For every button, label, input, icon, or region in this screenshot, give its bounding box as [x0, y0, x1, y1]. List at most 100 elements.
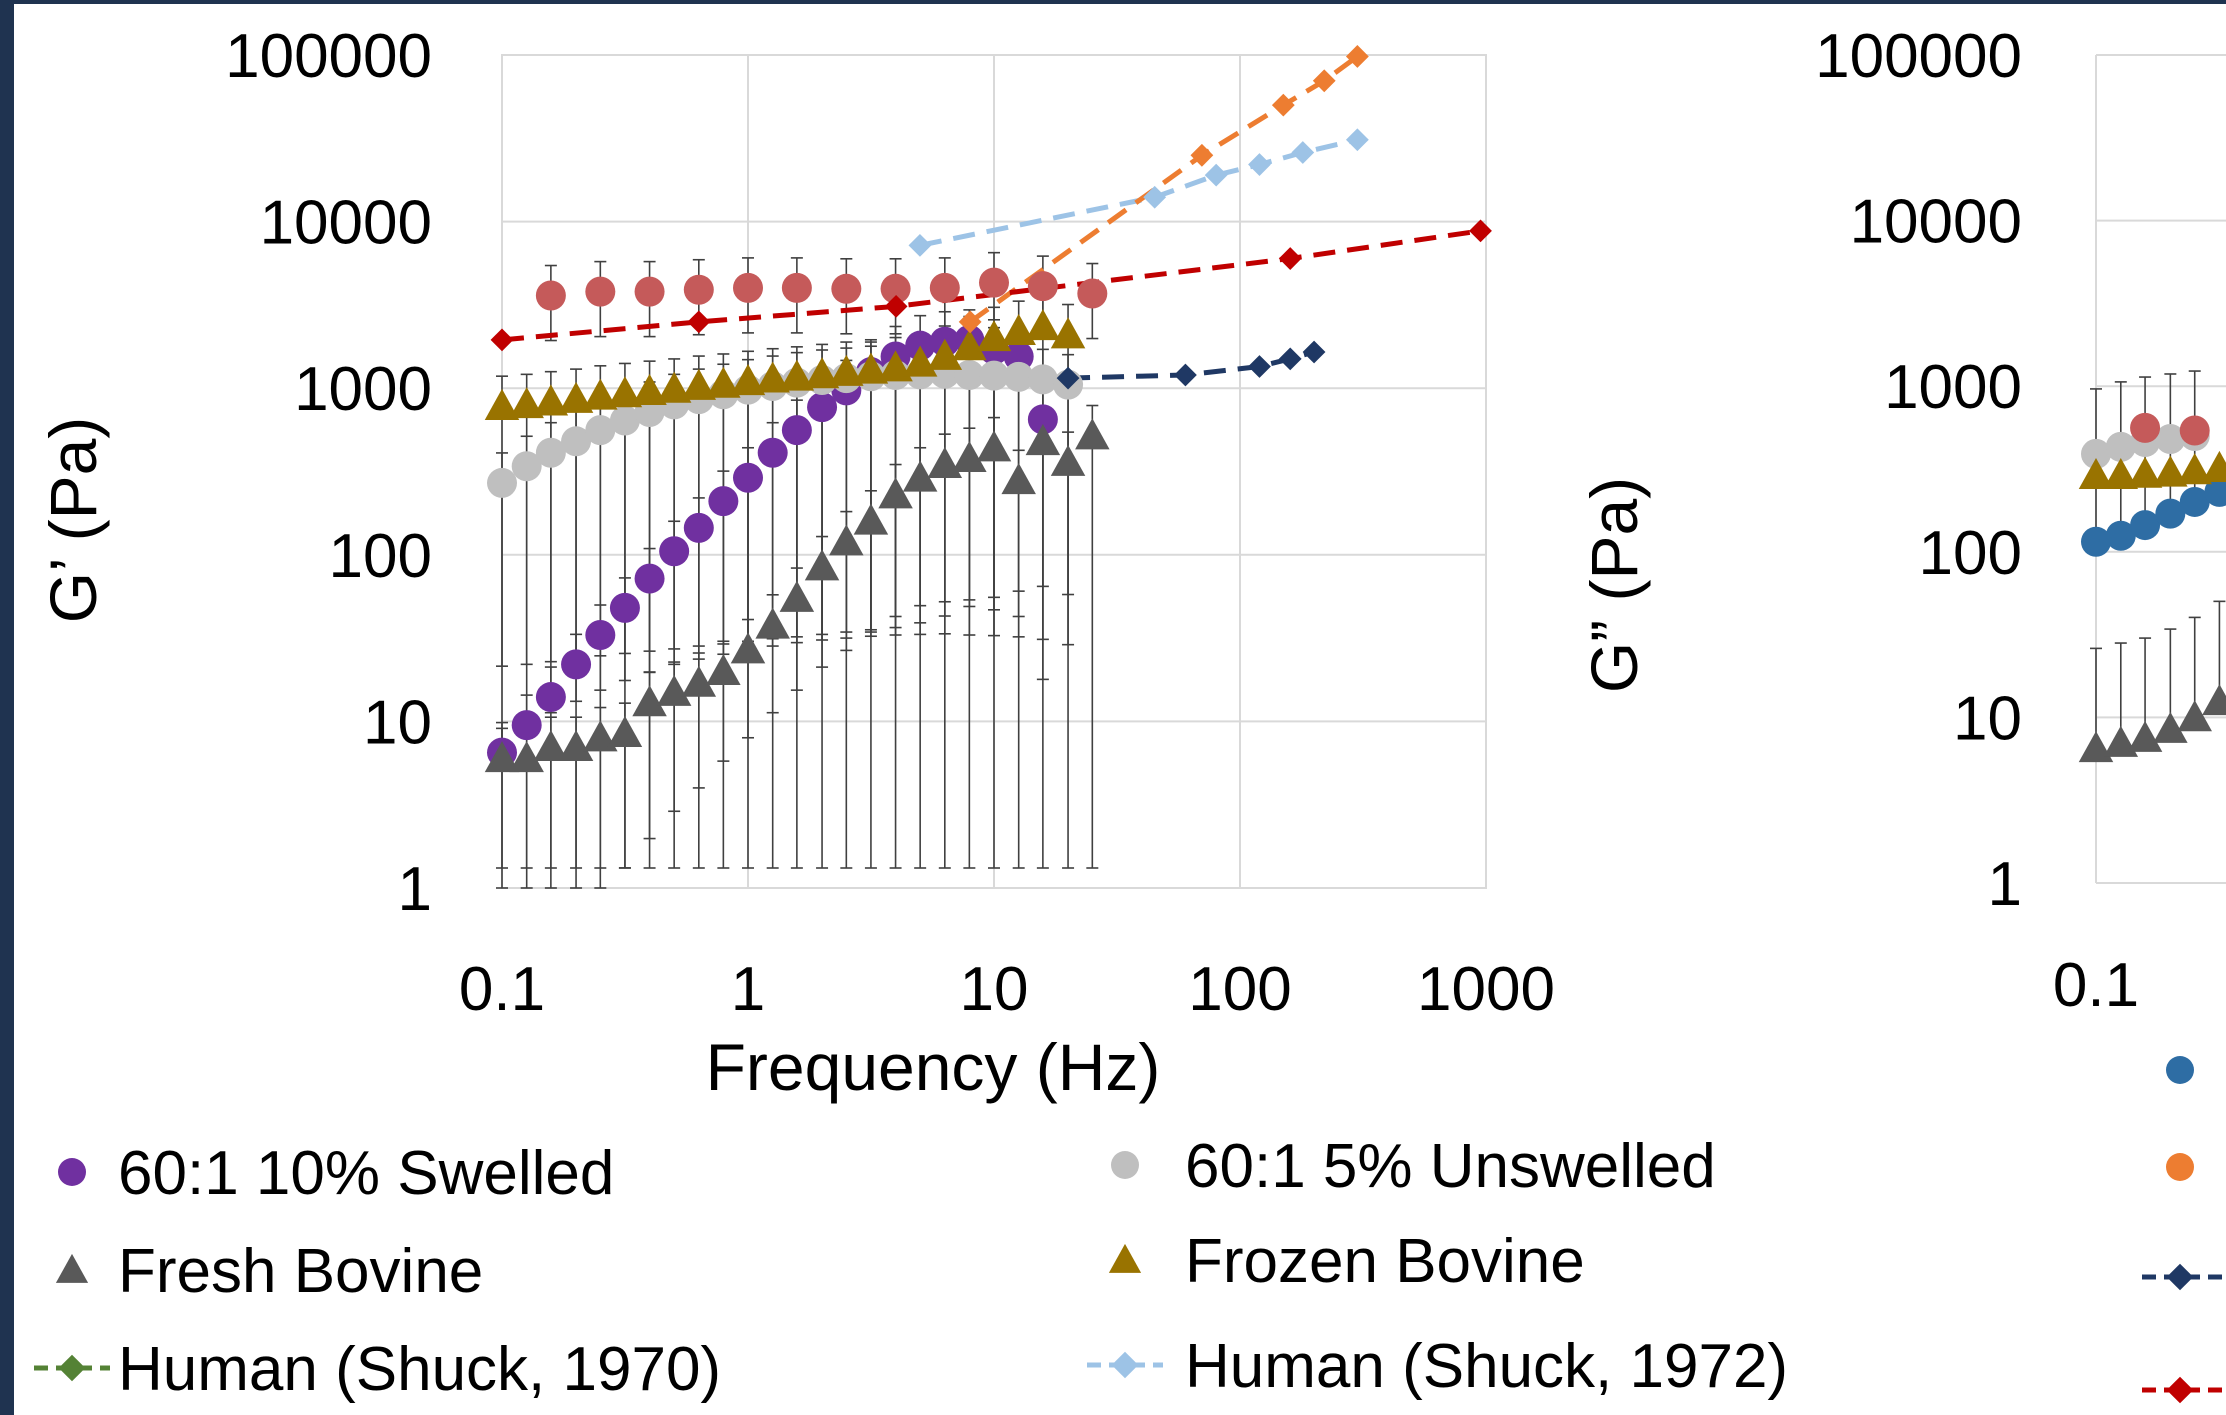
60-1-10-swelled-series-point — [561, 649, 592, 680]
right-y-tick-label: 1 — [1988, 850, 2022, 919]
60-1-10-swelled-series-point — [757, 437, 788, 468]
unnamed-series-point — [1271, 93, 1295, 117]
60-1-10-swelled-series-point — [807, 392, 838, 423]
right-series-2-point — [2179, 415, 2210, 446]
60-1-5-unswelled-series-point — [561, 426, 592, 457]
unnamed-series-point — [687, 310, 711, 334]
unnamed-series-point — [884, 294, 908, 318]
frozen-bovine-series-point — [632, 373, 667, 405]
unnamed-series-point — [634, 276, 665, 307]
y-tick-label: 1 — [398, 855, 432, 924]
human-shuck-1972-series-point — [1345, 128, 1369, 152]
legend-60-1-5-unswelled-marker — [1111, 1151, 1139, 1179]
x-tick-label: 1000 — [1417, 955, 1555, 1024]
frozen-bovine-series-point — [730, 364, 766, 396]
unnamed-series-line — [968, 54, 1359, 324]
frozen-bovine-series-point — [558, 381, 594, 413]
human-shuck-1972-series-point — [1143, 185, 1167, 209]
fresh-bovine-series-point — [1075, 418, 1110, 450]
fresh-bovine-series-point — [558, 729, 594, 762]
frozen-bovine-series-point — [656, 371, 692, 403]
unnamed-series-point — [958, 310, 982, 334]
frozen-bovine-series-point — [927, 338, 963, 370]
legend-60-1-10-swelled-marker — [58, 1158, 86, 1186]
right-y-tick-label: 10000 — [1850, 188, 2022, 257]
right-y-tick-label: 100 — [1919, 519, 2022, 588]
frozen-bovine-series-point — [779, 359, 815, 391]
unnamed-series-point — [781, 272, 812, 303]
60-1-10-swelled-series-point — [634, 563, 665, 594]
left-tick-labels: 1 10 100 1000 10000 100000 0.1 1 10 100 1000 — [225, 22, 1555, 1024]
fresh-bovine-series-point — [878, 477, 913, 509]
right-series-2-point — [2130, 412, 2161, 443]
fresh-bovine-series-point — [681, 665, 717, 697]
60-1-5-unswelled-series-point — [979, 360, 1009, 391]
unnamed-series-point — [880, 273, 911, 304]
right-series-4-point — [2202, 684, 2226, 716]
fresh-bovine-series-point — [829, 524, 864, 556]
frozen-bovine-series-point — [607, 376, 643, 408]
60-1-10-swelled-series-point — [609, 592, 640, 623]
fresh-bovine-series-point — [484, 741, 520, 773]
60-1-10-swelled-series-point — [683, 512, 714, 543]
frozen-bovine-series-point — [952, 329, 987, 361]
right-series-1-point — [2081, 438, 2111, 469]
unnamed-series-point — [979, 267, 1009, 298]
unnamed-series-point — [1312, 69, 1336, 93]
x-tick-label: 10 — [960, 955, 1029, 1024]
fresh-bovine-series-point — [632, 685, 667, 717]
legend-60-1-5-unswelled-label: 60:1 5% Unswelled — [1185, 1132, 1716, 1201]
right-plot: 1 10 100 1000 10000 100000 0.1 G” (Pa) — [1577, 22, 2226, 1020]
fresh-bovine-series-point — [706, 653, 741, 686]
legend-frozen-bovine-label: Frozen Bovine — [1185, 1227, 1585, 1296]
fresh-bovine-series-point — [607, 715, 643, 747]
right-series-0-point — [2130, 510, 2161, 541]
frozen-bovine-series-point — [755, 361, 790, 393]
left-markers — [484, 45, 1492, 773]
frozen-bovine-series-point — [681, 368, 717, 400]
right-series-0-point — [2081, 526, 2111, 557]
unnamed-series-point — [1345, 45, 1369, 68]
unnamed-series-point — [1302, 340, 1326, 364]
unnamed-series-point — [535, 280, 566, 311]
y-tick-label: 10 — [363, 688, 432, 757]
y-tick-label: 1000 — [294, 355, 432, 424]
60-1-5-unswelled-series-point — [1027, 364, 1058, 395]
fresh-bovine-series-point — [853, 503, 889, 535]
frozen-bovine-series-point — [1050, 317, 1086, 349]
human-shuck-1972-series-point — [908, 233, 932, 257]
frozen-bovine-series-point — [706, 366, 741, 398]
x-tick-label: 1 — [731, 955, 765, 1024]
fresh-bovine-series-point — [656, 674, 692, 706]
frozen-bovine-series-point — [829, 354, 864, 386]
right-legend-3-marker — [2166, 1376, 2194, 1404]
right-legend-1-marker — [2166, 1153, 2194, 1181]
legend-60-1-10-swelled-label: 60:1 10% Swelled — [118, 1139, 614, 1208]
legend-human-shuck-1970-label: Human (Shuck, 1970) — [118, 1335, 721, 1404]
right-series-3-point — [2153, 455, 2188, 487]
frozen-bovine-series-point — [804, 357, 840, 389]
frozen-bovine-series-point — [1025, 309, 1061, 341]
60-1-10-swelled-series-point — [511, 710, 542, 741]
right-y-tick-label: 100000 — [1815, 22, 2022, 91]
fresh-bovine-series-point — [779, 580, 815, 612]
fresh-bovine-series-point — [804, 549, 840, 581]
right-series-0-point — [2105, 520, 2136, 551]
fresh-bovine-series-point — [533, 729, 569, 762]
right-legend-2-marker — [2166, 1263, 2194, 1291]
right-series-1-point — [2155, 423, 2186, 454]
fresh-bovine-series-point — [1025, 424, 1061, 456]
legend-human-shuck-1972-marker — [1111, 1351, 1139, 1379]
frozen-bovine-series-point — [509, 387, 544, 419]
fresh-bovine-series-point — [927, 446, 963, 478]
legend-frozen-bovine-marker — [1108, 1243, 1142, 1273]
right-series-3-point — [2078, 457, 2114, 490]
left-plot: 1 10 100 1000 10000 100000 0.1 1 10 100 1000 Frequ… — [36, 22, 1555, 1104]
right-series-3-point — [2177, 453, 2212, 485]
unnamed-series-point — [733, 272, 763, 303]
60-1-10-swelled-series-point — [708, 486, 739, 517]
right-series-3-point — [2202, 450, 2226, 482]
unnamed-series-point — [1278, 347, 1302, 371]
legend-fresh-bovine-label: Fresh Bovine — [118, 1237, 483, 1306]
